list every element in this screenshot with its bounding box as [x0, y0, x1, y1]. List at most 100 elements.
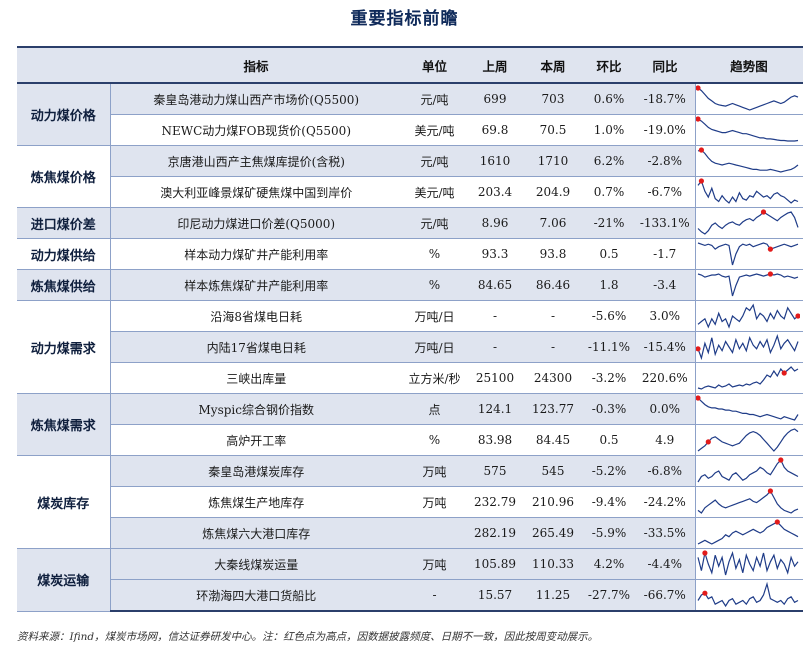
table-row: 炼焦煤需求 Myspic综合钢价指数 点 124.1 123.77 -0.3% …: [17, 393, 803, 456]
category-cell: 动力煤价格: [17, 83, 111, 146]
sparkline-series: [697, 366, 798, 390]
yoy-value: -24.2%: [635, 486, 695, 518]
indicator-name: 环渤海四大港口货船比: [110, 579, 402, 612]
indicator-name: 大秦线煤炭运量: [110, 548, 402, 580]
table-row: 动力煤需求 沿海8省煤电日耗 万吨/日 - - -5.6% 3.0%: [17, 300, 803, 394]
sparkline-series: [696, 581, 798, 608]
category-cell: 动力煤需求: [17, 300, 111, 394]
sparkline-peak-dot: [698, 147, 704, 153]
sparkline-chart: [697, 428, 798, 452]
sparkline-chart: [696, 550, 798, 576]
trend-sparkline: [694, 579, 803, 612]
trend-sparkline: [694, 548, 803, 580]
sparkline-peak-dot: [705, 439, 711, 445]
indicator-name: 高炉开工率: [110, 424, 402, 456]
this-week-value: 123.77: [523, 393, 583, 425]
last-week-value: 84.65: [467, 269, 523, 301]
category-cell: 进口煤价差: [17, 207, 111, 239]
qoq-value: -0.3%: [583, 393, 635, 425]
this-week-value: 84.45: [523, 424, 583, 456]
table-row: 环渤海四大港口货船比 - 15.57 11.25 -27.7% -66.7%: [17, 579, 803, 612]
unit-cell: 万吨/日: [402, 300, 467, 332]
trend-sparkline: [694, 517, 803, 549]
unit-cell: %: [402, 269, 467, 301]
unit-cell: 万吨: [402, 486, 467, 518]
sparkline-peak-dot: [781, 370, 787, 376]
yoy-value: -6.8%: [635, 455, 695, 487]
this-week-value: 703: [523, 83, 583, 115]
indicator-table-container: 指标 单位 上周 本周 环比 同比 趋势图 动力煤价格 秦皇岛港动力煤山西产市场…: [17, 46, 803, 612]
qoq-value: 4.2%: [583, 548, 635, 580]
last-week-value: 8.96: [467, 207, 523, 239]
sparkline-series: [697, 303, 798, 329]
table-row: NEWC动力煤FOB现货价(Q5500) 美元/吨 69.8 70.5 1.0%…: [17, 114, 803, 146]
sparkline-series: [697, 242, 798, 266]
table-row: 煤炭运输 大秦线煤炭运量 万吨 105.89 110.33 4.2% -4.4%: [17, 548, 803, 612]
sparkline-peak-dot: [767, 488, 773, 494]
header-indicator: 指标: [110, 46, 402, 84]
header-this-week: 本周: [523, 46, 583, 84]
qoq-value: 1.8: [583, 269, 635, 301]
sparkline-series: [697, 428, 798, 452]
qoq-value: 0.7%: [583, 176, 635, 208]
indicator-table: 指标 单位 上周 本周 环比 同比 趋势图 动力煤价格 秦皇岛港动力煤山西产市场…: [17, 46, 803, 612]
unit-cell: -: [402, 579, 467, 612]
yoy-value: -19.0%: [635, 114, 695, 146]
unit-cell: %: [402, 424, 467, 456]
sparkline-peak-dot: [701, 590, 707, 596]
trend-sparkline: [694, 300, 803, 332]
table-row: 动力煤价格 秦皇岛港动力煤山西产市场价(Q5500) 元/吨 699 703 0…: [17, 83, 803, 146]
sparkline-chart: [696, 457, 798, 483]
sparkline-series: [697, 118, 798, 142]
yoy-value: -2.8%: [635, 145, 695, 177]
indicator-name: 秦皇岛港动力煤山西产市场价(Q5500): [110, 83, 402, 115]
trend-sparkline: [694, 455, 803, 487]
trend-sparkline: [694, 362, 803, 394]
this-week-value: 110.33: [523, 548, 583, 580]
sparkline-chart: [696, 395, 799, 421]
sparkline-series: [696, 458, 798, 483]
last-week-value: 93.3: [467, 238, 523, 270]
unit-cell: 点: [402, 393, 467, 425]
unit-cell: 万吨: [402, 548, 467, 580]
indicator-name: Myspic综合钢价指数: [110, 393, 402, 425]
indicator-name: 样本动力煤矿井产能利用率: [110, 238, 402, 270]
trend-sparkline: [694, 331, 803, 363]
last-week-value: 575: [467, 455, 523, 487]
unit-cell: 立方米/秒: [402, 362, 467, 394]
trend-sparkline: [694, 114, 803, 146]
sparkline-series: [697, 397, 799, 421]
table-row: 高炉开工率 % 83.98 84.45 0.5 4.9: [17, 424, 803, 456]
header-trend: 趋势图: [695, 46, 803, 84]
indicator-name: 炼焦煤六大港口库存: [110, 517, 402, 549]
sparkline-peak-dot: [696, 116, 701, 122]
header-unit: 单位: [402, 46, 467, 84]
sparkline-series: [697, 521, 798, 545]
this-week-value: 204.9: [523, 176, 583, 208]
sparkline-chart: [697, 366, 798, 390]
unit-cell: 万吨: [402, 455, 467, 487]
table-row: 炼焦煤六大港口库存 282.19 265.49 -5.9% -33.5%: [17, 517, 803, 549]
trend-sparkline: [694, 207, 803, 239]
sparkline-series: [697, 87, 798, 111]
qoq-value: -5.6%: [583, 300, 635, 332]
source-footnote: 资料来源：Ifind，煤炭市场网，信达证券研发中心。注：红色点为高点，因数据披露…: [17, 631, 599, 643]
last-week-value: 282.19: [467, 517, 523, 549]
this-week-value: 210.96: [523, 486, 583, 518]
table-row: 炼焦煤价格 京唐港山西产主焦煤库提价(含税) 元/吨 1610 1710 6.2…: [17, 145, 803, 208]
yoy-value: 4.9: [635, 424, 695, 456]
sparkline-peak-dot: [698, 178, 704, 184]
qoq-value: -11.1%: [583, 331, 635, 363]
sparkline-peak-dot: [767, 246, 773, 252]
indicator-name: 印尼动力煤进口价差(Q5000): [110, 207, 402, 239]
indicator-name: NEWC动力煤FOB现货价(Q5500): [110, 114, 402, 146]
last-week-value: 203.4: [467, 176, 523, 208]
sparkline-chart: [697, 209, 799, 235]
unit-cell: 美元/吨: [402, 114, 467, 146]
trend-sparkline: [694, 424, 803, 456]
sparkline-peak-dot: [760, 209, 766, 215]
yoy-value: 0.0%: [635, 393, 695, 425]
sparkline-chart: [697, 147, 798, 173]
table-row: 澳大利亚峰景煤矿硬焦煤中国到岸价 美元/吨 203.4 204.9 0.7% -…: [17, 176, 803, 208]
table-row: 煤炭库存 秦皇岛港煤炭库存 万吨 575 545 -5.2% -6.8%: [17, 455, 803, 549]
